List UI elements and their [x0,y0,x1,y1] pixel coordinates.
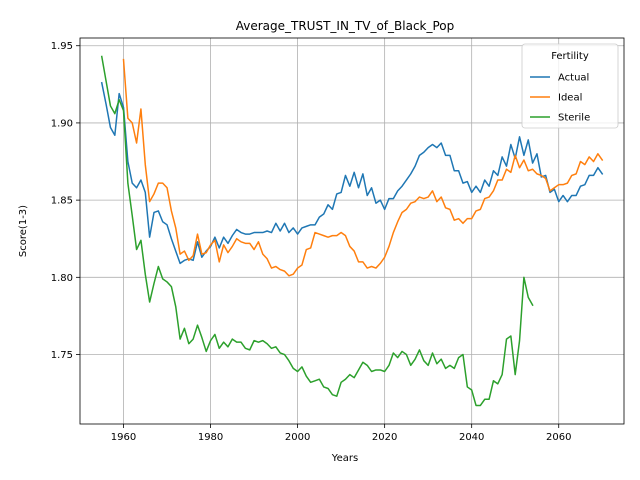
series-line-sterile [100,55,534,407]
y-tick-label: 1.90 [51,118,73,129]
legend: Fertility Actual Ideal Sterile [521,43,619,129]
x-tick-label: 2020 [372,432,397,443]
x-tick-label: 2000 [285,432,310,443]
x-axis-label: Years [331,453,358,464]
legend-label: Ideal [558,93,582,104]
legend-title: Fertility [551,51,589,62]
x-tick-label: 2040 [459,432,484,443]
series-lines [100,55,604,407]
legend-box [521,43,619,129]
x-tick-label: 1960 [111,432,136,443]
series-line-ideal [122,58,604,277]
y-tick-label: 1.95 [51,41,73,52]
legend-label: Sterile [558,113,590,124]
axis-ticks: 1960 1980 2000 2020 2040 2060 1.75 1.80 1.85 1.90… [51,41,572,443]
y-tick-label: 1.85 [51,196,73,207]
y-tick-label: 1.80 [51,273,73,284]
y-axis-label: Score(1-3) [18,205,29,257]
y-tick-label: 1.75 [51,350,73,361]
chart-title: Average_TRUST_IN_TV_of_Black_Pop [236,19,455,33]
plot-frame [79,37,625,425]
x-tick-label: 1980 [198,432,223,443]
series-line-actual [100,81,604,265]
legend-label: Actual [558,73,589,84]
x-tick-label: 2060 [546,432,571,443]
